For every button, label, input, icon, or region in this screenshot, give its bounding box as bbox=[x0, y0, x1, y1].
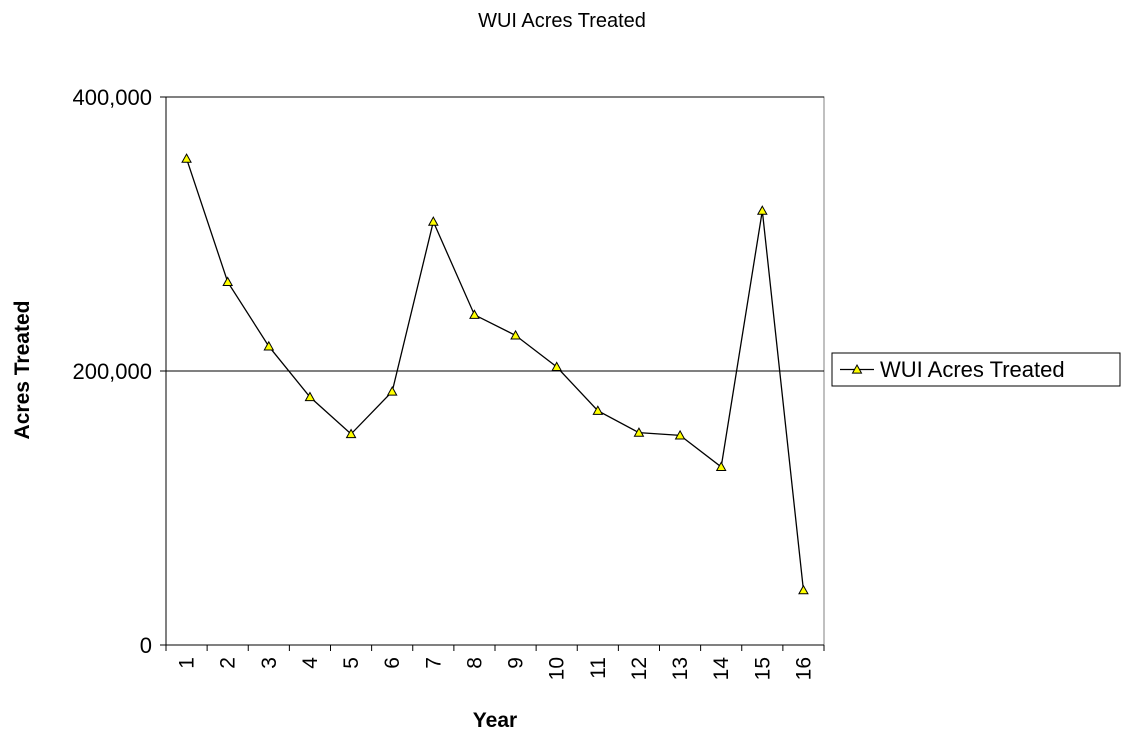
data-marker bbox=[181, 153, 192, 163]
x-tick-label: 10 bbox=[546, 657, 569, 680]
data-marker bbox=[222, 276, 234, 287]
x-tick-label: 7 bbox=[422, 657, 445, 669]
x-tick-label: 12 bbox=[628, 657, 651, 680]
x-tick-label: 4 bbox=[299, 657, 322, 669]
x-tick-label: 16 bbox=[792, 657, 815, 680]
y-axis-label: Acres Treated bbox=[11, 301, 34, 440]
y-tick-label: 0 bbox=[140, 633, 152, 658]
legend-marker bbox=[851, 363, 863, 374]
legend-box bbox=[831, 352, 1121, 387]
x-tick-label: 2 bbox=[217, 657, 240, 669]
data-marker bbox=[756, 205, 768, 215]
data-marker bbox=[633, 427, 645, 437]
data-marker bbox=[674, 429, 686, 440]
x-tick-label: 8 bbox=[463, 657, 486, 669]
data-marker bbox=[345, 428, 357, 439]
x-tick-label: 11 bbox=[587, 657, 610, 679]
x-axis-label: Year bbox=[473, 709, 517, 732]
data-marker bbox=[798, 584, 809, 595]
x-tick-label: 14 bbox=[710, 657, 733, 681]
data-marker bbox=[469, 309, 480, 319]
x-tick-label: 1 bbox=[176, 657, 199, 669]
x-tick-label: 3 bbox=[258, 657, 281, 669]
y-tick-label: 200,000 bbox=[72, 359, 152, 384]
x-tick-label: 13 bbox=[669, 657, 692, 680]
data-marker bbox=[304, 391, 316, 402]
x-tick-label: 15 bbox=[751, 657, 774, 680]
x-tick-label: 9 bbox=[505, 657, 528, 669]
data-marker bbox=[263, 340, 275, 351]
data-marker bbox=[386, 386, 398, 396]
chart-title: WUI Acres Treated bbox=[478, 10, 646, 32]
y-tick-label: 400,000 bbox=[72, 85, 152, 110]
series-line bbox=[185, 158, 805, 591]
data-marker bbox=[427, 216, 439, 226]
data-marker bbox=[592, 405, 604, 415]
data-marker bbox=[715, 461, 727, 471]
data-marker bbox=[510, 329, 521, 340]
data-marker bbox=[551, 361, 563, 371]
legend-label: WUI Acres Treated bbox=[880, 357, 1065, 382]
x-tick-label: 5 bbox=[340, 657, 363, 669]
x-tick-label: 6 bbox=[381, 657, 404, 669]
